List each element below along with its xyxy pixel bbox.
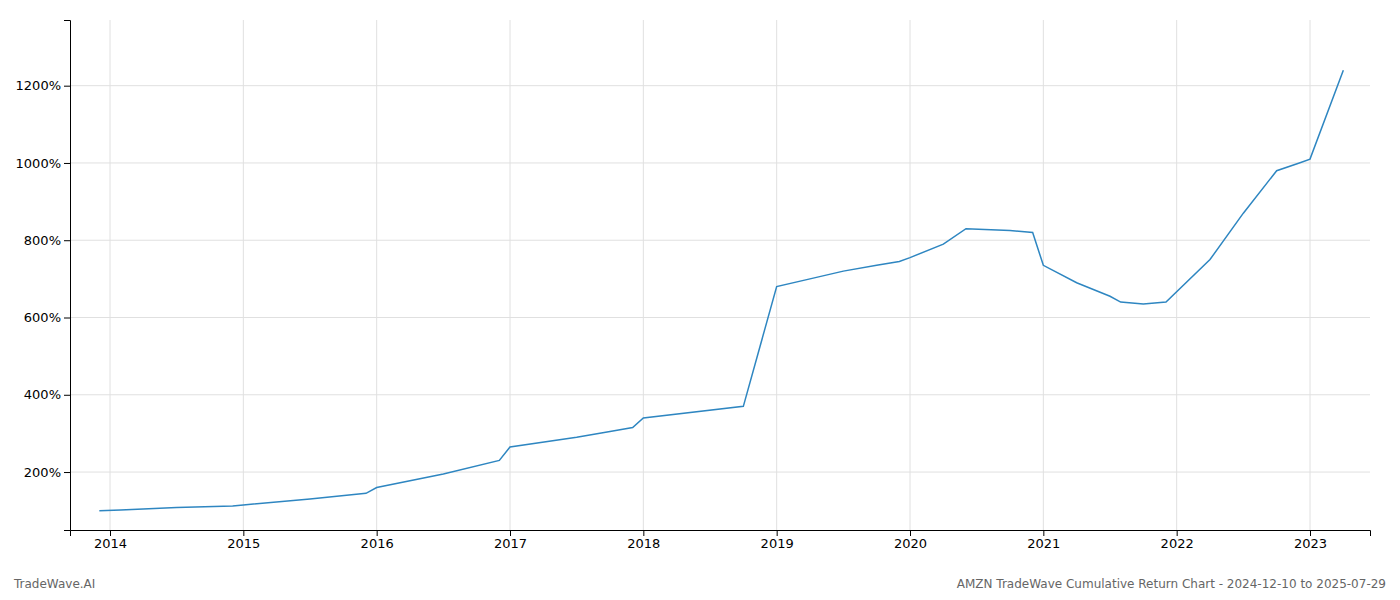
tick-label: 2017: [494, 536, 527, 551]
tick-label: 2015: [227, 536, 260, 551]
tick-label: 2023: [1294, 536, 1327, 551]
tick-mark: [377, 530, 378, 536]
grid-line-y: [70, 317, 1370, 318]
grid-line-y: [70, 394, 1370, 395]
grid-line-y: [70, 85, 1370, 86]
tick-label: 2019: [761, 536, 794, 551]
tick: 1000%: [16, 156, 70, 171]
tick: 2018: [627, 530, 660, 551]
grid-line-x: [1043, 20, 1044, 530]
plot-area: 2014 2015 2016 2017 2018 2019 2020 2021 2022 2023…: [16, 20, 1371, 551]
tick-label: 2018: [627, 536, 660, 551]
grid-line-x: [776, 20, 777, 530]
tick-mark: [777, 530, 778, 536]
grid: [70, 20, 1370, 530]
tick-mark: [510, 530, 511, 536]
tick-label: 2021: [1027, 536, 1060, 551]
tick: 2020: [894, 530, 927, 551]
tick: 2019: [761, 530, 794, 551]
tick-mark: [1310, 530, 1311, 536]
tick-mark: [64, 318, 70, 319]
tick-mark: [64, 395, 70, 396]
tick: 800%: [24, 233, 70, 248]
tick-mark: [1177, 530, 1178, 536]
tick: 2022: [1161, 530, 1194, 551]
grid-line-y: [70, 240, 1370, 241]
tick-mark: [243, 530, 244, 536]
tick: 600%: [24, 310, 70, 325]
tick-label: 2022: [1161, 536, 1194, 551]
grid-line-x: [510, 20, 511, 530]
annotation: AMZN TradeWave Cumulative Return Chart -…: [957, 577, 1386, 591]
y-axis: 200% 400% 600% 800% 1000% 1200%: [16, 21, 71, 531]
grid-line-x: [910, 20, 911, 530]
tick-label: 2020: [894, 536, 927, 551]
tick-label: 400%: [24, 387, 61, 402]
tick: 2017: [494, 530, 527, 551]
tick: 2021: [1027, 530, 1060, 551]
grid-line-x: [376, 20, 377, 530]
tick-mark: [1043, 530, 1044, 536]
tick-mark: [64, 86, 70, 87]
grid-line-y: [70, 472, 1370, 473]
annotation: TradeWave.AI: [13, 577, 95, 591]
chart-svg: 2014 2015 2016 2017 2018 2019 2020 2021 2022 2023…: [0, 0, 1400, 600]
tick-label: 2016: [361, 536, 394, 551]
tick: 2014: [94, 530, 127, 551]
tick: 2023: [1294, 530, 1327, 551]
tick-label: 600%: [24, 310, 61, 325]
tick-label: 800%: [24, 233, 61, 248]
grid-line-x: [1310, 20, 1311, 530]
grid-line-y: [70, 162, 1370, 163]
tick-label: 2014: [94, 536, 127, 551]
tick-mark: [64, 472, 70, 473]
tick-mark: [64, 163, 70, 164]
grid-line-x: [243, 20, 244, 530]
tick-label: 200%: [24, 465, 61, 480]
tick: 1200%: [16, 78, 70, 93]
grid-line-x: [1176, 20, 1177, 530]
tick-label: 1200%: [16, 78, 61, 93]
marks: [99, 70, 1343, 510]
grid-line-x: [110, 20, 111, 530]
x-axis: 2014 2015 2016 2017 2018 2019 2020 2021 2022 2023: [71, 530, 1371, 551]
tick-mark: [643, 530, 644, 536]
footer: TradeWave.AI AMZN TradeWave Cumulative Re…: [13, 577, 1386, 591]
y-axis-line: [64, 21, 71, 531]
x-axis-line: [71, 531, 1371, 537]
tick: 2015: [227, 530, 260, 551]
chart-container: 2014 2015 2016 2017 2018 2019 2020 2021 2022 2023…: [0, 0, 1400, 600]
tick-mark: [64, 240, 70, 241]
tick-label: 1000%: [16, 156, 61, 171]
tick: 2016: [361, 530, 394, 551]
tick-mark: [910, 530, 911, 536]
grid-line-x: [643, 20, 644, 530]
line: [99, 70, 1343, 510]
tick: 400%: [24, 387, 70, 402]
tick-mark: [110, 530, 111, 536]
tick: 200%: [24, 465, 70, 480]
